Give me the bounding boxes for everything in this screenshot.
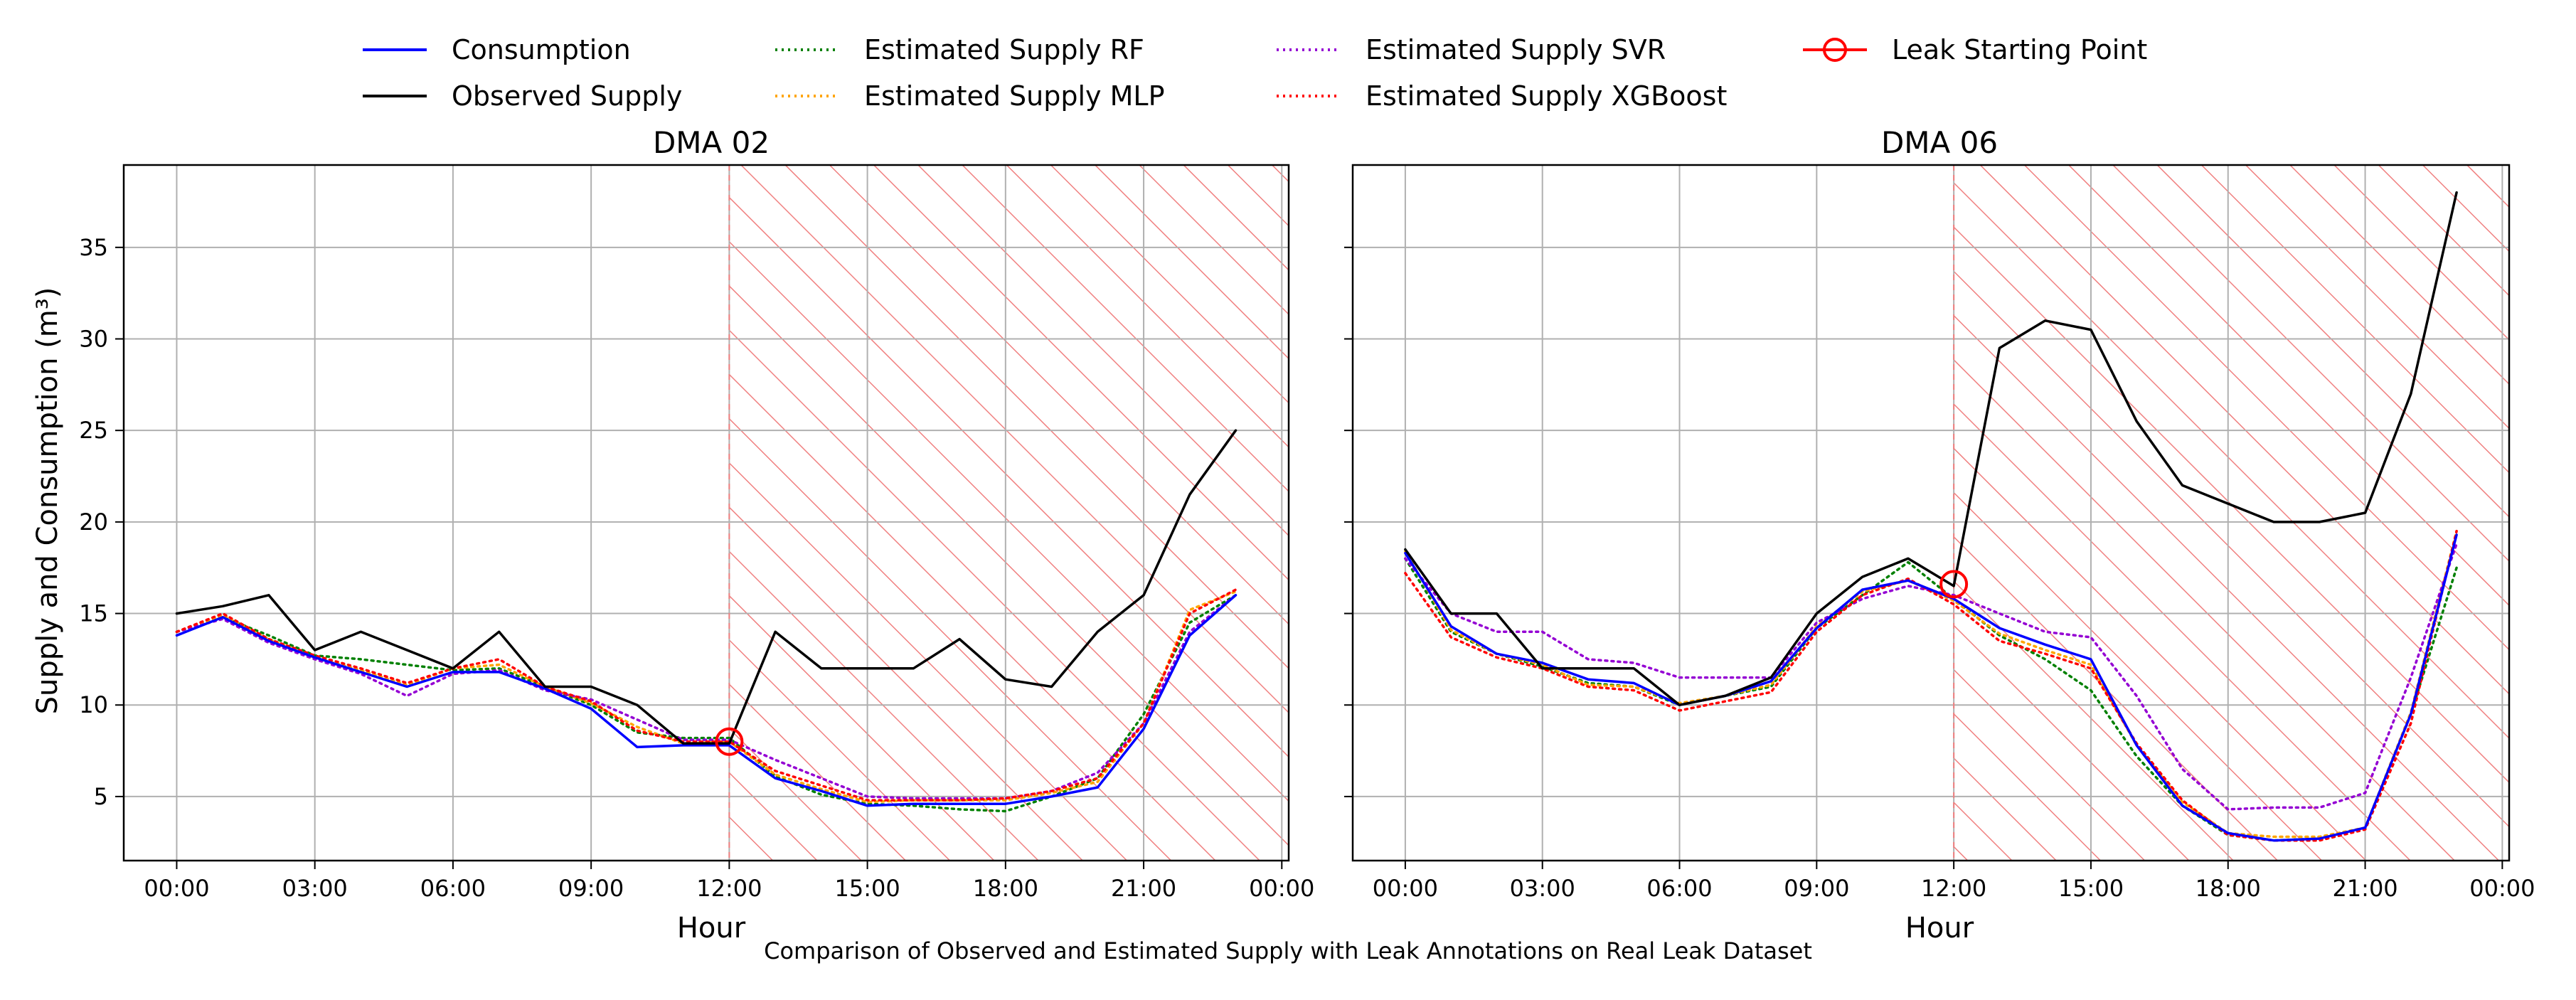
leak-starting-point-marker (715, 727, 744, 756)
y-tick-label: 30 (79, 326, 108, 353)
axes-frame (122, 164, 1290, 862)
chart-panel-dma-02: DMA 02 Hour Supply and Consumption (m³) … (31, 125, 1314, 945)
x-tick-label: 03:00 (1510, 875, 1575, 902)
legend-item-estimated-supply-rf: Estimated Supply RF (775, 34, 1144, 65)
series-line-estimated-supply-mlp (1404, 529, 2458, 839)
series-line-consumption (1404, 533, 2458, 842)
x-tick-label: 03:00 (282, 875, 348, 902)
x-tick-label: 15:00 (2058, 875, 2124, 902)
legend-label: Estimated Supply SVR (1366, 34, 1666, 65)
x-tick-label: 21:00 (1111, 875, 1176, 902)
series-line-estimated-supply-svr (1404, 543, 2458, 811)
y-tick-label: 10 (79, 691, 108, 718)
chart-panel-dma-06: DMA 06 Hour 00:00 03:00 06:00 09:00 12:00 15:… (1344, 125, 2535, 945)
legend-label: Estimated Supply MLP (864, 80, 1165, 112)
legend-label: Estimated Supply RF (864, 34, 1144, 65)
legend-item-observed-supply: Observed Supply (363, 80, 682, 112)
y-axis-label: Supply and Consumption (m³) (31, 287, 64, 715)
x-tick-label: 21:00 (2332, 875, 2397, 902)
legend-item-consumption: Consumption (363, 34, 631, 65)
series-line-observed-supply (175, 429, 1238, 745)
legend-marker (1823, 38, 1847, 62)
x-tick-label: 09:00 (1784, 875, 1849, 902)
series-line-estimated-supply-rf (175, 594, 1238, 813)
y-tick-label: 15 (79, 600, 108, 627)
series-line-observed-supply (1404, 191, 2458, 706)
legend-item-estimated-supply-svr: Estimated Supply SVR (1277, 34, 1666, 65)
series-line-estimated-supply-xgboost (175, 588, 1238, 802)
x-tick-label: 00:00 (1249, 875, 1314, 902)
chart-title: DMA 02 (653, 125, 770, 160)
legend-label: Consumption (452, 34, 631, 65)
figure-caption: Comparison of Observed and Estimated Sup… (764, 937, 1812, 964)
legend-item-estimated-supply-xgboost: Estimated Supply XGBoost (1277, 80, 1727, 112)
x-tick-label: 12:00 (1921, 875, 1986, 902)
x-tick-label: 06:00 (420, 875, 486, 902)
x-tick-label: 18:00 (2196, 875, 2261, 902)
leak-region-hatch (1954, 165, 2509, 861)
legend-item-estimated-supply-mlp: Estimated Supply MLP (775, 80, 1165, 112)
axes-frame (1351, 164, 2511, 862)
legend-label: Observed Supply (452, 80, 682, 112)
x-tick-label: 06:00 (1646, 875, 1712, 902)
legend-item-leak-starting-point: Leak Starting Point (1803, 34, 2147, 65)
x-axis-label: Hour (677, 912, 746, 945)
y-tick-label: 25 (79, 417, 108, 444)
y-tick-label: 5 (94, 783, 108, 810)
series-line-consumption (175, 594, 1238, 807)
y-tick-label: 35 (79, 234, 108, 261)
leak-region-hatch (729, 165, 1289, 861)
legend-label: Estimated Supply XGBoost (1366, 80, 1727, 112)
legend: Consumption Observed Supply Estimated Supp… (363, 34, 2147, 112)
x-tick-label: 00:00 (1373, 875, 1438, 902)
x-tick-label: 12:00 (696, 875, 762, 902)
leak-starting-point-marker (1939, 570, 1969, 599)
legend-label: Leak Starting Point (1892, 34, 2147, 65)
x-tick-label: 15:00 (834, 875, 900, 902)
x-tick-label: 00:00 (2469, 875, 2535, 902)
x-tick-label: 18:00 (973, 875, 1038, 902)
x-tick-label: 00:00 (144, 875, 209, 902)
y-tick-label: 20 (79, 509, 108, 536)
x-tick-label: 09:00 (558, 875, 624, 902)
chart-title: DMA 06 (1881, 125, 1998, 160)
x-axis-label: Hour (1905, 912, 1974, 945)
